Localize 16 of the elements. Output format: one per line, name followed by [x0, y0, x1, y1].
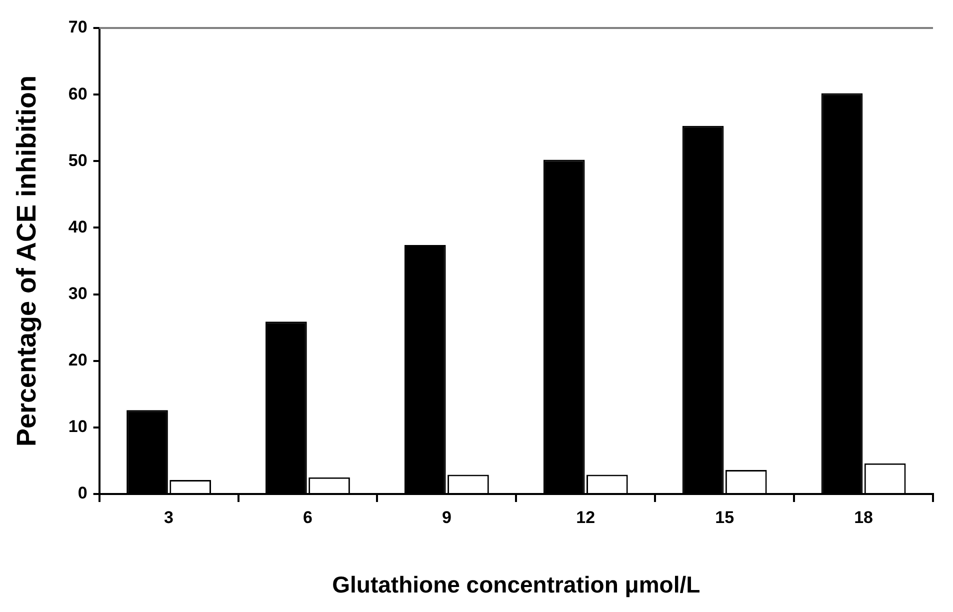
- y-tick-label: 10: [68, 417, 88, 436]
- y-axis-title: Percentage of ACE inhibition: [12, 75, 42, 447]
- y-tick-label: 30: [68, 284, 88, 303]
- y-tick-label: 20: [68, 350, 88, 370]
- x-tick-label: 6: [302, 508, 312, 527]
- y-tick-label: 60: [68, 84, 88, 104]
- x-tick-label: 12: [576, 508, 596, 527]
- y-tick-label: 50: [68, 150, 88, 170]
- y-tick-label: 0: [78, 484, 88, 503]
- x-axis-title: Glutathione concentration μmol/L: [332, 572, 700, 598]
- x-tick-label: 15: [715, 508, 734, 527]
- y-tick-label: 70: [68, 18, 88, 37]
- x-tick-label: 3: [164, 508, 174, 527]
- y-tick-label: 40: [68, 217, 88, 236]
- x-tick-label: 9: [442, 508, 452, 527]
- x-tick-label: 18: [854, 508, 873, 527]
